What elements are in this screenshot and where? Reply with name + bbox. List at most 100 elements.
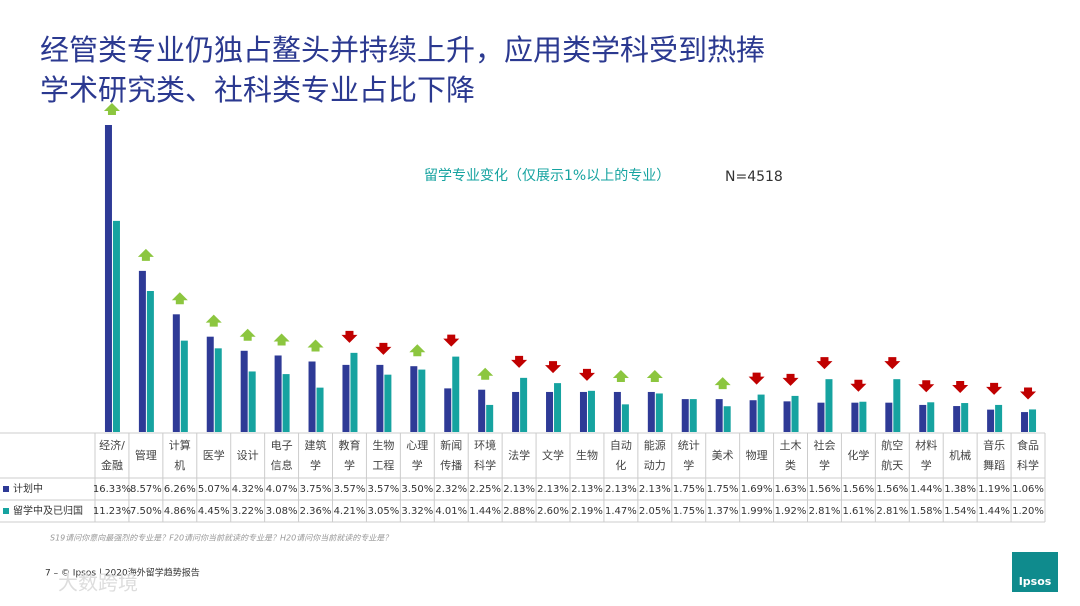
value-label: 1.44% bbox=[469, 506, 501, 517]
bar bbox=[384, 374, 392, 432]
bar bbox=[410, 366, 418, 432]
bar bbox=[282, 374, 290, 432]
bar bbox=[486, 404, 494, 432]
trend-arrow bbox=[307, 339, 324, 352]
bar bbox=[112, 220, 120, 432]
value-label: 16.33% bbox=[93, 484, 131, 495]
bar bbox=[248, 371, 256, 432]
category-cell: 心理学 bbox=[406, 439, 429, 472]
category-cell: 机械 bbox=[949, 449, 971, 462]
trend-arrow bbox=[511, 355, 528, 368]
value-label: 3.57% bbox=[334, 484, 366, 495]
trend-arrow bbox=[782, 373, 799, 386]
bar bbox=[512, 391, 520, 432]
trend-arrow bbox=[578, 368, 595, 381]
x-tick-label: 心理学 bbox=[406, 439, 429, 472]
bar bbox=[1021, 412, 1029, 432]
bar bbox=[444, 388, 452, 432]
x-tick-label: 美术 bbox=[711, 449, 734, 462]
value-label: 2.60% bbox=[537, 506, 569, 517]
bar bbox=[893, 379, 901, 432]
category-cell: 统计学 bbox=[678, 439, 700, 472]
bar bbox=[987, 409, 995, 432]
category-cell: 生物 bbox=[576, 449, 598, 462]
bar bbox=[715, 399, 723, 432]
x-tick-label: 法学 bbox=[508, 449, 531, 462]
trend-arrow bbox=[103, 102, 120, 115]
category-cell: 食品科学 bbox=[1017, 439, 1039, 472]
value-label: 4.45% bbox=[198, 506, 230, 517]
value-label: 2.13% bbox=[571, 484, 603, 495]
value-label: 2.88% bbox=[503, 506, 535, 517]
trend-arrow bbox=[952, 381, 969, 394]
bar bbox=[104, 124, 112, 432]
value-label: 7.50% bbox=[130, 506, 162, 517]
trend-arrow bbox=[646, 369, 663, 382]
x-tick-label: 计算机 bbox=[168, 439, 191, 472]
bar bbox=[995, 404, 1003, 432]
category-cell: 社会学 bbox=[813, 439, 835, 472]
trend-arrow bbox=[375, 342, 392, 355]
legend-swatch bbox=[3, 508, 9, 514]
value-label: 3.57% bbox=[368, 484, 400, 495]
bar bbox=[418, 369, 426, 432]
bar bbox=[138, 270, 146, 432]
bar bbox=[478, 389, 486, 432]
bar bbox=[172, 314, 180, 432]
value-label: 2.13% bbox=[605, 484, 637, 495]
value-label: 2.25% bbox=[469, 484, 501, 495]
value-label: 1.44% bbox=[910, 484, 942, 495]
bar bbox=[953, 406, 961, 432]
value-label: 1.19% bbox=[978, 484, 1010, 495]
bar bbox=[1029, 409, 1037, 432]
bar bbox=[919, 404, 927, 432]
value-label: 8.57% bbox=[130, 484, 162, 495]
value-label: 1.06% bbox=[1012, 484, 1044, 495]
category-cell: 法学 bbox=[508, 449, 531, 462]
x-tick-label: 物理 bbox=[745, 449, 768, 462]
value-label: 2.05% bbox=[639, 506, 671, 517]
value-label: 4.32% bbox=[232, 484, 264, 495]
value-label: 3.08% bbox=[266, 506, 298, 517]
trend-arrow bbox=[239, 328, 256, 341]
value-label: 1.92% bbox=[775, 506, 807, 517]
category-cell: 教育学 bbox=[338, 439, 361, 472]
x-tick-label: 教育学 bbox=[338, 439, 361, 472]
x-tick-label: 化学 bbox=[847, 449, 870, 462]
subtitle: 留学专业变化（仅展示1%以上的专业） bbox=[424, 168, 671, 184]
value-label: 4.86% bbox=[164, 506, 196, 517]
value-label: 1.69% bbox=[741, 484, 773, 495]
bar bbox=[520, 377, 528, 432]
bar bbox=[146, 291, 154, 432]
value-label: 2.36% bbox=[300, 506, 332, 517]
value-label: 2.81% bbox=[876, 506, 908, 517]
value-label: 1.44% bbox=[978, 506, 1010, 517]
value-label: 1.38% bbox=[944, 484, 976, 495]
bar bbox=[791, 395, 799, 432]
value-label: 2.13% bbox=[503, 484, 535, 495]
value-label: 1.75% bbox=[707, 484, 739, 495]
value-label: 3.22% bbox=[232, 506, 264, 517]
trend-arrow bbox=[137, 248, 154, 261]
value-label: 6.26% bbox=[164, 484, 196, 495]
value-label: 4.07% bbox=[266, 484, 298, 495]
trend-arrow bbox=[205, 314, 222, 327]
bar bbox=[749, 400, 757, 432]
bar bbox=[757, 394, 765, 432]
value-label: 2.13% bbox=[639, 484, 671, 495]
bar bbox=[859, 401, 867, 432]
bar bbox=[681, 399, 689, 432]
trend-arrow bbox=[273, 333, 290, 346]
title: 经管类专业仍独占鳌头并持续上升，应用类学科受到热捧 学术研究类、社科类专业占比下降 bbox=[40, 30, 765, 110]
value-label: 2.13% bbox=[537, 484, 569, 495]
x-tick-label: 建筑学 bbox=[304, 439, 327, 472]
bar bbox=[825, 379, 833, 432]
value-label: 1.75% bbox=[673, 484, 705, 495]
subtitle-box: 留学专业变化（仅展示1%以上的专业） bbox=[424, 168, 671, 184]
value-label: 1.61% bbox=[843, 506, 875, 517]
bar bbox=[554, 383, 562, 432]
value-label: 3.75% bbox=[300, 484, 332, 495]
category-cell: 自动化 bbox=[610, 439, 632, 472]
trend-arrow bbox=[884, 357, 901, 370]
